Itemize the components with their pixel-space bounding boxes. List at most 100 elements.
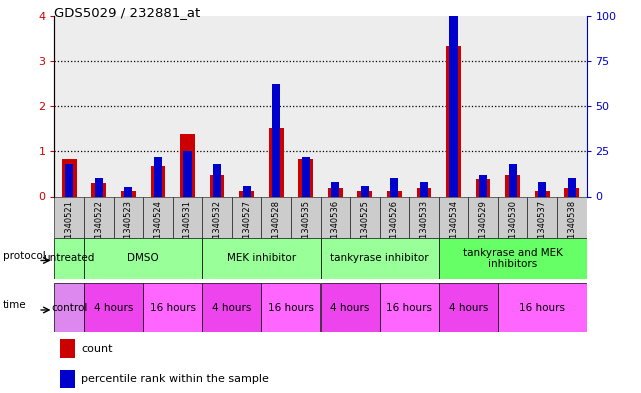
Bar bbox=[172, 16, 203, 196]
Text: GSM1340531: GSM1340531 bbox=[183, 200, 192, 256]
Bar bbox=[232, 196, 262, 238]
Bar bbox=[557, 196, 587, 238]
Text: 4 hours: 4 hours bbox=[330, 303, 370, 312]
Bar bbox=[302, 157, 310, 196]
Text: tankyrase inhibitor: tankyrase inhibitor bbox=[330, 253, 429, 263]
Bar bbox=[154, 157, 162, 196]
Bar bbox=[358, 191, 372, 196]
Text: untreated: untreated bbox=[44, 253, 95, 263]
Bar bbox=[557, 16, 587, 196]
Text: GSM1340525: GSM1340525 bbox=[360, 200, 369, 256]
Text: 4 hours: 4 hours bbox=[212, 303, 251, 312]
Text: GSM1340528: GSM1340528 bbox=[272, 200, 281, 256]
Bar bbox=[183, 151, 192, 196]
Text: GSM1340530: GSM1340530 bbox=[508, 200, 517, 256]
Text: GSM1340526: GSM1340526 bbox=[390, 200, 399, 256]
Bar bbox=[320, 238, 438, 279]
Bar bbox=[272, 84, 280, 196]
Bar bbox=[92, 183, 106, 196]
Bar bbox=[113, 16, 143, 196]
Bar bbox=[379, 283, 438, 332]
Text: 16 hours: 16 hours bbox=[519, 303, 565, 312]
Text: GDS5029 / 232881_at: GDS5029 / 232881_at bbox=[54, 6, 201, 19]
Bar bbox=[379, 196, 409, 238]
Text: GSM1340532: GSM1340532 bbox=[213, 200, 222, 256]
Bar bbox=[84, 283, 143, 332]
Bar bbox=[113, 196, 143, 238]
Text: protocol: protocol bbox=[3, 252, 46, 261]
Bar bbox=[95, 178, 103, 196]
Text: GSM1340523: GSM1340523 bbox=[124, 200, 133, 256]
Text: GSM1340535: GSM1340535 bbox=[301, 200, 310, 256]
Bar bbox=[143, 16, 172, 196]
Text: percentile rank within the sample: percentile rank within the sample bbox=[81, 374, 269, 384]
Text: control: control bbox=[51, 303, 87, 312]
Bar bbox=[320, 196, 350, 238]
Bar bbox=[387, 191, 402, 196]
Bar bbox=[203, 16, 232, 196]
Bar bbox=[538, 182, 546, 196]
Text: GSM1340536: GSM1340536 bbox=[331, 200, 340, 256]
Text: GSM1340521: GSM1340521 bbox=[65, 200, 74, 256]
Bar bbox=[390, 178, 399, 196]
Bar bbox=[438, 238, 587, 279]
Bar bbox=[331, 182, 339, 196]
Bar bbox=[84, 238, 203, 279]
Text: GSM1340522: GSM1340522 bbox=[94, 200, 103, 256]
Text: 4 hours: 4 hours bbox=[94, 303, 133, 312]
Text: 16 hours: 16 hours bbox=[150, 303, 196, 312]
Bar bbox=[65, 164, 73, 196]
Bar bbox=[203, 196, 232, 238]
Bar bbox=[320, 283, 379, 332]
Bar bbox=[54, 16, 84, 196]
Bar bbox=[62, 160, 77, 196]
Bar bbox=[54, 196, 84, 238]
Bar bbox=[446, 46, 461, 196]
Bar bbox=[262, 283, 320, 332]
Text: GSM1340534: GSM1340534 bbox=[449, 200, 458, 256]
Bar bbox=[213, 164, 221, 196]
Bar bbox=[498, 283, 587, 332]
Bar bbox=[151, 166, 165, 196]
Text: GSM1340529: GSM1340529 bbox=[479, 200, 488, 256]
Bar bbox=[449, 12, 458, 196]
Bar bbox=[417, 188, 431, 196]
Bar bbox=[564, 188, 579, 196]
Text: tankyrase and MEK
inhibitors: tankyrase and MEK inhibitors bbox=[463, 248, 563, 269]
Bar bbox=[420, 182, 428, 196]
Bar bbox=[409, 16, 438, 196]
Bar bbox=[269, 128, 283, 196]
Bar bbox=[438, 196, 469, 238]
Bar bbox=[409, 196, 438, 238]
Bar bbox=[476, 179, 490, 196]
Bar bbox=[143, 196, 172, 238]
Bar bbox=[180, 134, 195, 196]
Bar bbox=[438, 283, 498, 332]
Bar bbox=[262, 16, 291, 196]
Bar bbox=[438, 16, 469, 196]
Text: GSM1340538: GSM1340538 bbox=[567, 200, 576, 256]
Text: GSM1340524: GSM1340524 bbox=[153, 200, 162, 256]
Bar bbox=[84, 16, 113, 196]
Bar bbox=[469, 16, 498, 196]
Text: GSM1340527: GSM1340527 bbox=[242, 200, 251, 256]
Bar bbox=[320, 16, 350, 196]
Bar bbox=[242, 185, 251, 196]
Text: MEK inhibitor: MEK inhibitor bbox=[227, 253, 296, 263]
Bar bbox=[568, 178, 576, 196]
Text: 16 hours: 16 hours bbox=[386, 303, 432, 312]
Bar bbox=[239, 191, 254, 196]
Bar bbox=[505, 175, 520, 196]
Bar bbox=[121, 191, 136, 196]
Bar bbox=[508, 164, 517, 196]
Bar bbox=[54, 283, 84, 332]
Bar bbox=[172, 196, 203, 238]
Bar bbox=[350, 196, 379, 238]
Text: DMSO: DMSO bbox=[128, 253, 159, 263]
Bar bbox=[203, 283, 262, 332]
Bar bbox=[469, 196, 498, 238]
Bar bbox=[60, 370, 75, 388]
Bar bbox=[203, 238, 320, 279]
Bar bbox=[528, 16, 557, 196]
Bar bbox=[291, 16, 320, 196]
